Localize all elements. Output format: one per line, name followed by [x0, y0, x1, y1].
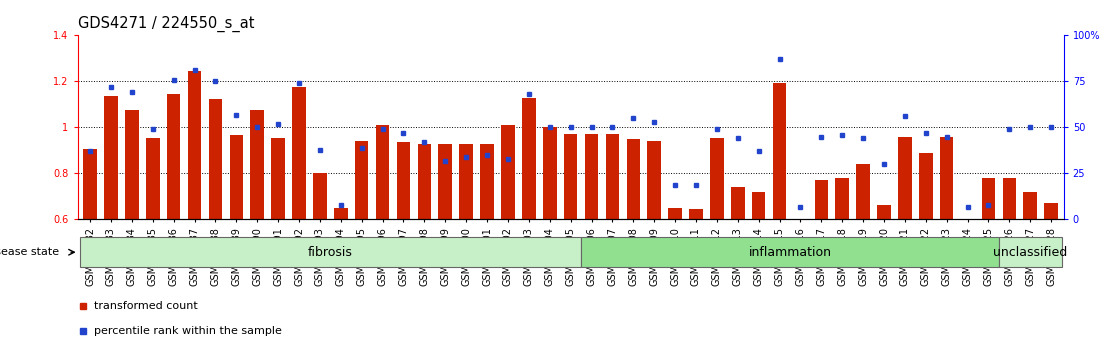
Bar [480, 143, 494, 219]
Bar [187, 71, 202, 219]
Text: unclassified: unclassified [993, 246, 1067, 259]
Text: inflammation: inflammation [749, 246, 831, 259]
Bar [1024, 192, 1037, 219]
Bar [814, 180, 828, 219]
Bar [271, 138, 285, 219]
Bar [1045, 203, 1058, 219]
Bar [940, 137, 954, 219]
Bar [564, 134, 577, 219]
Bar [293, 87, 306, 219]
Bar [250, 110, 264, 219]
Bar [167, 94, 181, 219]
Bar [710, 138, 724, 219]
Text: disease state: disease state [0, 247, 59, 257]
Bar [999, 237, 1061, 267]
Bar [961, 219, 974, 261]
Bar [581, 237, 999, 267]
Bar [731, 187, 745, 219]
Bar [125, 110, 138, 219]
Bar [208, 99, 223, 219]
Bar [585, 134, 598, 219]
Bar [146, 138, 160, 219]
Bar [501, 125, 515, 219]
Bar [543, 127, 556, 219]
Bar [314, 173, 327, 219]
Bar [104, 96, 117, 219]
Bar [626, 139, 640, 219]
Bar [668, 208, 681, 219]
Text: percentile rank within the sample: percentile rank within the sample [94, 326, 283, 336]
Bar [376, 125, 389, 219]
Bar [689, 209, 702, 219]
Bar [355, 141, 369, 219]
Bar [647, 141, 661, 219]
Bar [418, 143, 431, 219]
Text: transformed count: transformed count [94, 301, 198, 310]
Bar [793, 219, 808, 309]
Bar [878, 205, 891, 219]
Bar [522, 97, 535, 219]
Bar [229, 136, 243, 219]
Text: fibrosis: fibrosis [308, 246, 352, 259]
Bar [835, 178, 849, 219]
Text: GDS4271 / 224550_s_at: GDS4271 / 224550_s_at [78, 16, 254, 32]
Bar [83, 149, 96, 219]
Bar [856, 164, 870, 219]
Bar [919, 153, 933, 219]
Bar [80, 237, 581, 267]
Bar [1003, 178, 1016, 219]
Bar [606, 134, 619, 219]
Bar [439, 143, 452, 219]
Bar [334, 208, 348, 219]
Bar [772, 82, 787, 219]
Bar [899, 137, 912, 219]
Bar [982, 178, 995, 219]
Bar [397, 142, 410, 219]
Bar [752, 192, 766, 219]
Bar [460, 143, 473, 219]
